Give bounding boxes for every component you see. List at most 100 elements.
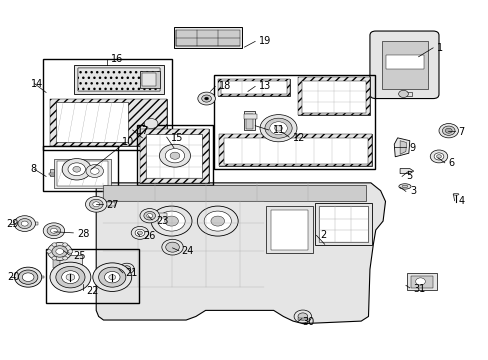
Text: 2: 2 xyxy=(319,230,325,240)
Bar xyxy=(50,168,54,176)
Circle shape xyxy=(415,278,425,285)
Circle shape xyxy=(56,266,85,288)
Bar xyxy=(106,202,115,206)
Text: 3: 3 xyxy=(409,186,415,197)
Circle shape xyxy=(293,310,311,323)
Text: 21: 21 xyxy=(125,268,138,278)
Text: 1: 1 xyxy=(436,43,442,53)
Text: 26: 26 xyxy=(143,231,155,242)
Text: 13: 13 xyxy=(259,81,271,91)
Bar xyxy=(140,129,208,183)
Bar xyxy=(217,79,289,96)
Circle shape xyxy=(297,313,307,320)
Circle shape xyxy=(165,242,179,252)
Bar xyxy=(246,114,253,129)
Circle shape xyxy=(433,153,443,160)
Circle shape xyxy=(47,243,72,260)
Text: 8: 8 xyxy=(30,164,37,174)
Circle shape xyxy=(52,243,57,247)
Bar xyxy=(219,134,372,166)
Circle shape xyxy=(90,168,99,174)
Circle shape xyxy=(135,229,144,237)
Circle shape xyxy=(19,270,38,284)
Bar xyxy=(319,206,367,242)
Text: 22: 22 xyxy=(86,287,99,296)
Bar xyxy=(385,55,424,69)
Ellipse shape xyxy=(401,185,407,188)
Bar xyxy=(56,103,127,143)
Circle shape xyxy=(151,206,192,236)
Ellipse shape xyxy=(398,184,410,189)
Circle shape xyxy=(21,221,28,226)
Circle shape xyxy=(47,226,61,236)
Circle shape xyxy=(15,267,41,287)
Bar xyxy=(224,138,367,163)
Text: 6: 6 xyxy=(448,158,454,168)
Bar xyxy=(407,273,436,290)
Bar xyxy=(314,203,372,245)
Bar xyxy=(169,249,176,251)
Circle shape xyxy=(210,216,224,226)
Bar xyxy=(74,65,164,94)
Circle shape xyxy=(68,249,73,253)
Bar xyxy=(50,99,166,146)
Text: 27: 27 xyxy=(106,200,118,210)
Bar xyxy=(78,68,160,91)
Circle shape xyxy=(137,231,142,235)
Bar xyxy=(301,81,366,113)
Circle shape xyxy=(197,206,238,236)
Circle shape xyxy=(52,246,67,257)
Circle shape xyxy=(264,118,291,138)
Circle shape xyxy=(144,118,158,129)
Bar xyxy=(266,206,312,253)
Text: 12: 12 xyxy=(292,133,305,143)
Circle shape xyxy=(198,92,215,105)
Bar xyxy=(42,59,171,150)
Circle shape xyxy=(165,149,184,163)
Circle shape xyxy=(43,223,64,239)
Circle shape xyxy=(158,211,185,231)
Bar xyxy=(50,99,166,146)
Text: 25: 25 xyxy=(73,251,86,261)
Circle shape xyxy=(119,263,134,274)
Circle shape xyxy=(50,228,57,233)
Text: 9: 9 xyxy=(409,143,415,153)
Circle shape xyxy=(68,163,85,176)
Circle shape xyxy=(109,275,116,280)
Circle shape xyxy=(62,158,91,180)
Polygon shape xyxy=(96,183,385,324)
Bar xyxy=(57,161,108,186)
Bar xyxy=(46,249,139,303)
Bar xyxy=(243,114,257,118)
Bar xyxy=(381,41,427,89)
Bar xyxy=(271,210,307,249)
Circle shape xyxy=(170,152,180,159)
Circle shape xyxy=(14,216,35,231)
Ellipse shape xyxy=(452,193,458,195)
Bar xyxy=(297,318,307,320)
Text: 14: 14 xyxy=(30,78,43,89)
Bar xyxy=(140,71,160,88)
Circle shape xyxy=(22,273,34,282)
Bar xyxy=(158,213,166,218)
Text: 18: 18 xyxy=(219,81,231,91)
Text: 5: 5 xyxy=(405,171,411,181)
Circle shape xyxy=(99,267,125,287)
Circle shape xyxy=(66,274,75,280)
Circle shape xyxy=(85,197,107,212)
Text: 23: 23 xyxy=(156,216,168,226)
Bar xyxy=(297,77,369,115)
Circle shape xyxy=(93,202,100,207)
Circle shape xyxy=(260,114,296,142)
Polygon shape xyxy=(399,168,413,174)
Circle shape xyxy=(62,243,67,247)
Text: 4: 4 xyxy=(458,197,464,206)
Bar xyxy=(136,125,213,185)
Text: 19: 19 xyxy=(259,36,271,46)
Circle shape xyxy=(18,219,31,229)
Bar xyxy=(217,79,289,96)
Circle shape xyxy=(73,166,81,172)
Text: 15: 15 xyxy=(170,133,183,143)
Circle shape xyxy=(140,208,159,223)
Circle shape xyxy=(122,266,130,271)
